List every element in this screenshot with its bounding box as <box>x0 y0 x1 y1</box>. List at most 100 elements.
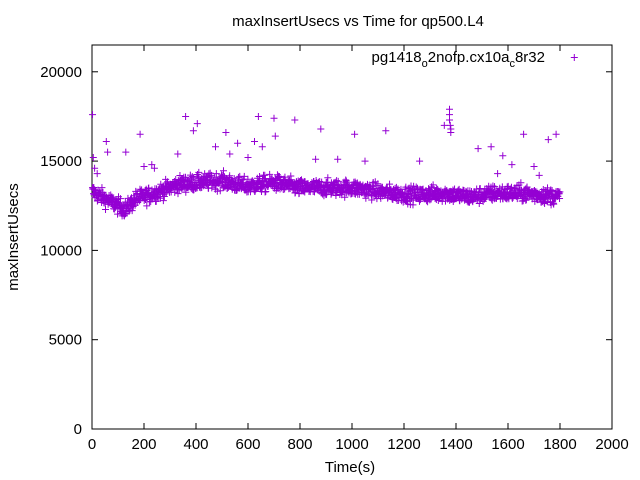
data-point-outlier <box>140 162 148 170</box>
x-tick-label: 0 <box>88 436 96 453</box>
data-point-outlier <box>494 170 502 178</box>
chart-title: maxInsertUsecs vs Time for qp500.L4 <box>232 13 484 30</box>
legend-label-part: pg1418 <box>372 49 422 66</box>
data-point-outlier <box>520 130 528 138</box>
data-point <box>143 202 151 210</box>
data-point-outlier <box>189 127 197 135</box>
data-point <box>125 207 133 215</box>
y-tick-label: 5000 <box>49 332 82 349</box>
x-tick-label: 1800 <box>543 436 576 453</box>
legend-label-part: 8r32 <box>515 49 545 66</box>
data-point <box>548 186 556 194</box>
data-point <box>176 171 184 179</box>
data-point <box>226 172 234 180</box>
y-tick-label: 20000 <box>40 64 82 81</box>
data-point <box>491 183 499 191</box>
data-point-outlier <box>212 143 219 151</box>
data-point-outlier <box>382 127 390 135</box>
data-point-outlier <box>102 137 110 145</box>
data-point <box>386 180 394 188</box>
data-point <box>240 172 248 180</box>
data-point <box>195 168 203 176</box>
data-point-outlier <box>254 112 262 120</box>
data-point <box>402 183 410 191</box>
data-point-outlier <box>226 150 234 158</box>
x-tick-label: 400 <box>183 436 208 453</box>
data-point-outlier <box>148 161 156 169</box>
data-point <box>98 184 106 192</box>
data-point-outlier <box>174 150 182 158</box>
data-point <box>321 189 329 197</box>
data-point-outlier <box>271 132 279 140</box>
data-point-outlier <box>89 111 97 119</box>
data-point <box>181 173 189 181</box>
data-point-outlier <box>91 164 99 172</box>
data-point <box>160 192 168 200</box>
data-point-outlier <box>487 143 495 151</box>
data-point-outlier <box>312 155 320 163</box>
data-point <box>128 207 136 215</box>
data-point-outlier <box>351 130 359 138</box>
data-point-outlier <box>234 139 242 147</box>
y-tick-label: 0 <box>74 421 82 438</box>
data-point <box>475 188 483 196</box>
legend-marker <box>570 54 578 62</box>
data-point <box>262 187 270 195</box>
data-point-outlier <box>93 170 101 178</box>
data-point-outlier <box>440 121 448 129</box>
y-tick-label: 10000 <box>40 242 82 259</box>
data-point <box>327 190 335 198</box>
data-point-outlier <box>530 162 538 170</box>
legend-label-part: 2nofp.cx10a <box>428 49 510 66</box>
x-tick-label: 1600 <box>491 436 524 453</box>
data-point <box>102 206 110 214</box>
data-point <box>324 174 332 182</box>
data-point <box>522 196 530 204</box>
data-point-outlier <box>446 116 453 124</box>
data-point <box>159 197 167 205</box>
x-tick-label: 1000 <box>335 436 368 453</box>
data-point-outlier <box>222 129 230 137</box>
data-point-outlier <box>499 152 507 160</box>
x-axis-label: Time(s) <box>325 459 375 476</box>
data-point <box>266 170 274 178</box>
legend: pg1418o2nofp.cx10ac8r32 <box>372 49 578 70</box>
data-point <box>556 188 564 196</box>
data-point <box>507 183 515 191</box>
data-point-outlier <box>317 125 325 133</box>
data-point <box>223 184 231 192</box>
x-tick-label: 2000 <box>595 436 628 453</box>
data-point-outlier <box>150 164 158 172</box>
data-point-outlier <box>544 136 552 144</box>
data-point <box>550 200 558 208</box>
data-point <box>475 199 483 207</box>
data-point-outlier <box>258 143 266 151</box>
data-point-outlier <box>244 154 252 162</box>
data-point-outlier <box>535 171 543 179</box>
data-point-outlier <box>193 120 201 128</box>
data-point <box>207 171 215 179</box>
data-point-outlier <box>446 121 454 129</box>
x-tick-label: 200 <box>131 436 156 453</box>
data-point <box>342 177 350 185</box>
data-point <box>489 182 497 190</box>
data-point-outlier <box>291 116 299 124</box>
data-point <box>244 175 252 183</box>
data-point <box>261 171 269 179</box>
data-point-outlier <box>334 155 342 163</box>
data-point <box>212 170 220 178</box>
data-point-outlier <box>416 157 424 165</box>
data-point <box>556 195 564 203</box>
data-point-outlier <box>361 157 369 165</box>
legend-label: pg1418o2nofp.cx10ac8r32 <box>372 49 545 70</box>
data-point <box>216 187 224 195</box>
data-point-outlier <box>270 114 278 122</box>
data-point <box>547 186 555 194</box>
y-axis-label: maxInsertUsecs <box>5 183 22 291</box>
data-point-outlier <box>508 161 516 169</box>
data-points <box>89 105 564 220</box>
data-point <box>272 179 280 187</box>
x-tick-label: 1200 <box>387 436 420 453</box>
